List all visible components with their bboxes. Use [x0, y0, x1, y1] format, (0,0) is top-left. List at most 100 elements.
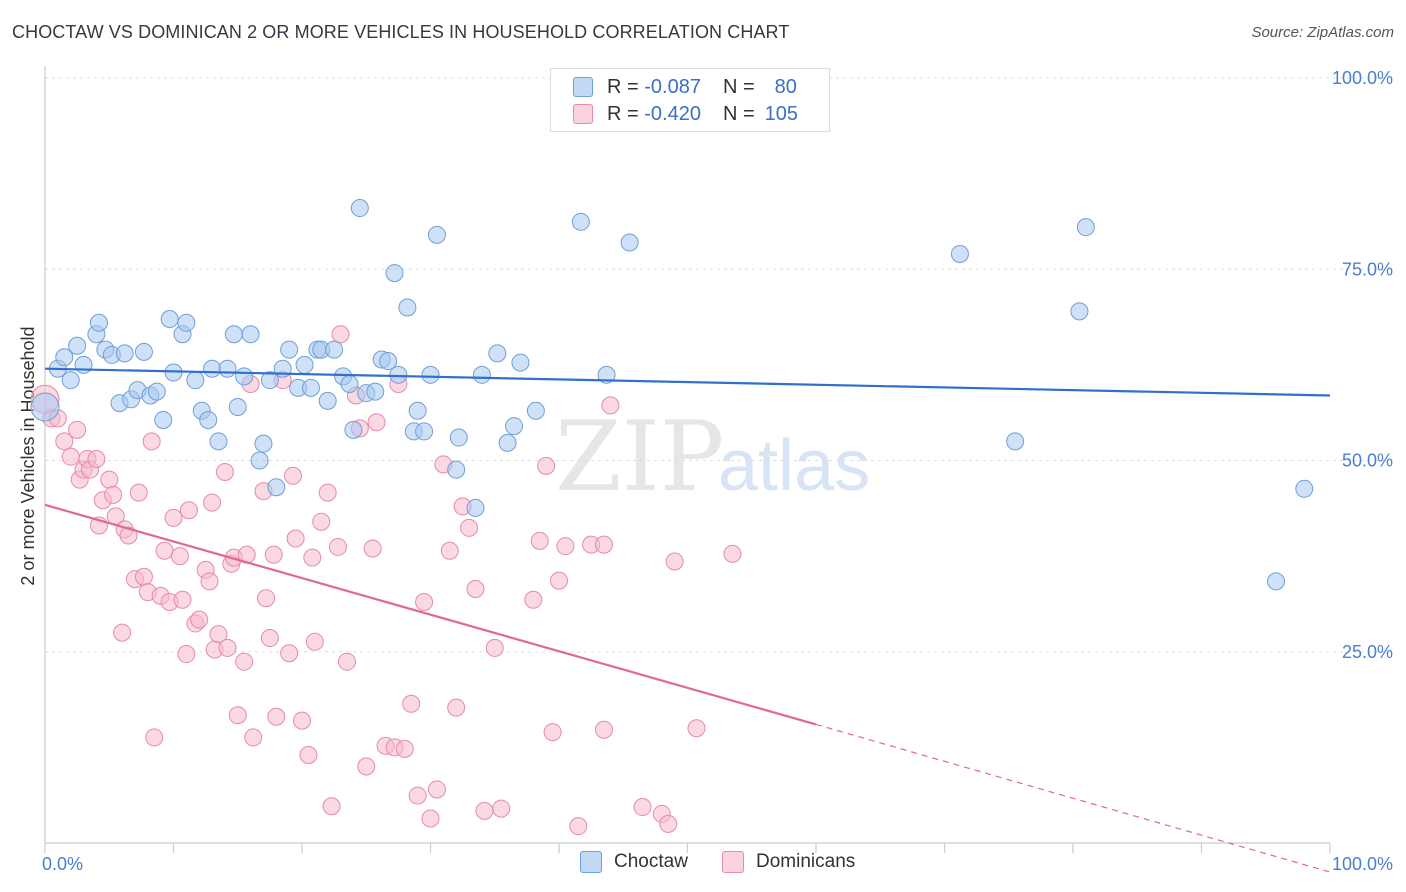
dominican-trend-line: [44, 503, 817, 726]
choctaw-point: [160, 309, 179, 328]
dominican-point: [427, 780, 446, 799]
dominican-point: [633, 798, 652, 817]
choctaw-point: [1295, 479, 1314, 498]
choctaw-point: [1070, 302, 1089, 321]
dominican-point: [293, 711, 311, 730]
dominicans-legend-label: Dominicans: [756, 851, 856, 872]
choctaw-point: [398, 298, 417, 317]
choctaw-point: [597, 365, 616, 384]
watermark-zip: ZIP: [555, 401, 724, 513]
dominican-point: [177, 645, 196, 664]
dominican-point: [305, 632, 324, 651]
legend-r-value-choctaw: -0.087: [644, 75, 701, 98]
choctaw-point: [344, 420, 363, 439]
dominican-point: [164, 508, 183, 527]
dominicans-legend-swatch: [722, 851, 744, 873]
choctaw-point: [260, 371, 279, 390]
choctaw-point: [1267, 572, 1286, 591]
dominican-point: [550, 571, 568, 590]
dominican-point: [104, 485, 123, 504]
choctaw-point: [55, 348, 74, 367]
dominicans-swatch: [573, 104, 593, 124]
dominican-point: [492, 799, 511, 818]
choctaw-point: [340, 375, 359, 393]
dominican-point: [524, 590, 543, 609]
dominican-point: [328, 537, 347, 556]
dominican-point: [286, 529, 305, 548]
dominican-point: [466, 580, 485, 599]
choctaw-point: [280, 340, 299, 359]
choctaw-point: [472, 365, 491, 384]
choctaw-point: [408, 401, 427, 420]
y-tick-label-25: 25.0%: [1342, 642, 1393, 662]
choctaw-point: [115, 344, 134, 363]
dominican-point: [475, 801, 494, 820]
dominicans-points: [30, 325, 742, 836]
correlation-legend: R = -0.087 N = 80 R = -0.420 N = 105: [550, 68, 830, 132]
dominican-point: [537, 456, 556, 475]
legend-n-value-dominicans: 105: [764, 102, 799, 125]
choctaw-swatch: [573, 77, 593, 97]
choctaw-point: [415, 422, 434, 441]
dominican-point: [113, 623, 132, 642]
dominican-point: [460, 518, 479, 537]
dominican-point: [665, 552, 684, 571]
x-tick-label-min: 0.0%: [42, 854, 83, 874]
dominican-point: [601, 396, 620, 415]
dominican-point: [485, 638, 504, 657]
choctaw-point: [389, 365, 408, 384]
choctaw-point: [147, 382, 166, 401]
dominican-point: [209, 625, 228, 644]
legend-r-value-dominicans: -0.420: [644, 102, 701, 125]
choctaw-point: [950, 244, 969, 263]
dominican-point: [415, 593, 434, 612]
choctaw-legend-swatch: [580, 851, 602, 873]
dominican-point: [357, 757, 376, 776]
dominican-point: [687, 719, 706, 738]
choctaw-point: [241, 325, 260, 344]
choctaw-legend-label: Choctaw: [614, 851, 688, 872]
dominican-point: [303, 548, 322, 567]
dominican-point: [556, 537, 575, 556]
dominican-point: [68, 420, 87, 439]
series-legend-choctaw[interactable]: Choctaw: [580, 851, 688, 873]
choctaw-point: [498, 433, 517, 452]
dominican-point: [723, 544, 742, 563]
choctaw-point: [511, 353, 530, 372]
choctaw-point: [186, 371, 205, 390]
choctaw-point: [318, 391, 337, 410]
choctaw-point: [250, 451, 269, 470]
dominican-point: [530, 531, 549, 550]
legend-n-label-dominicans: N =: [722, 102, 755, 125]
dominican-point: [260, 628, 279, 647]
legend-row-dominicans: R = -0.420 N = 105: [573, 101, 798, 127]
dominican-point: [145, 728, 164, 747]
dominican-point: [142, 432, 161, 451]
choctaw-point: [254, 434, 273, 453]
dominican-point: [179, 501, 198, 520]
dominican-point: [55, 432, 74, 451]
dominican-point: [228, 706, 247, 725]
dominican-point: [569, 817, 588, 836]
choctaw-point: [505, 417, 524, 436]
dominican-point: [170, 547, 189, 566]
choctaw-point: [366, 382, 385, 401]
chart-title: CHOCTAW VS DOMINICAN 2 OR MORE VEHICLES …: [12, 22, 790, 42]
choctaw-point: [154, 410, 173, 429]
dominican-point: [659, 814, 678, 833]
choctaw-point: [1076, 218, 1095, 237]
choctaw-point: [385, 264, 404, 283]
dominican-point: [312, 512, 331, 531]
dominican-point: [363, 539, 382, 558]
dominican-point: [129, 483, 148, 502]
choctaw-point: [571, 212, 590, 231]
choctaw-point: [89, 313, 108, 332]
choctaw-point: [218, 359, 237, 378]
legend-n-value-choctaw: 80: [774, 75, 797, 98]
dominican-point: [280, 644, 299, 663]
y-tick-label-100: 100.0%: [1332, 68, 1393, 88]
choctaw-point: [379, 352, 398, 371]
series-legend-dominicans[interactable]: Dominicans: [722, 851, 855, 873]
series-legend: Choctaw Dominicans: [0, 851, 1406, 877]
